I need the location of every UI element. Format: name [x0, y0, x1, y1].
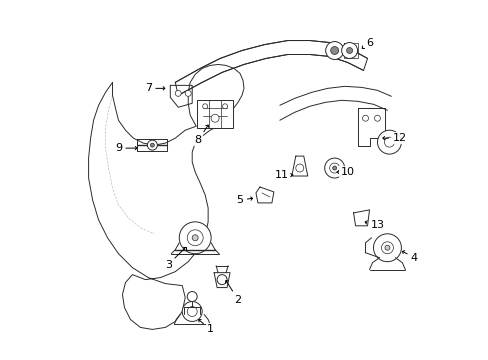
Text: 8: 8	[194, 125, 208, 145]
Circle shape	[373, 234, 401, 262]
Polygon shape	[357, 108, 385, 146]
Text: 11: 11	[274, 170, 292, 180]
Circle shape	[222, 104, 227, 109]
Circle shape	[147, 140, 157, 150]
Text: 12: 12	[382, 133, 406, 143]
Text: 5: 5	[236, 195, 252, 205]
Text: 9: 9	[115, 143, 137, 153]
Text: 13: 13	[365, 220, 384, 230]
Polygon shape	[291, 156, 307, 176]
Circle shape	[324, 158, 344, 178]
Circle shape	[384, 245, 389, 250]
Circle shape	[332, 166, 336, 170]
Circle shape	[182, 302, 202, 321]
Circle shape	[217, 275, 226, 285]
Circle shape	[192, 235, 198, 241]
Circle shape	[295, 164, 303, 172]
Circle shape	[202, 104, 207, 109]
Circle shape	[346, 48, 352, 54]
Circle shape	[377, 130, 401, 154]
Circle shape	[341, 42, 357, 58]
Polygon shape	[214, 273, 229, 288]
Circle shape	[211, 114, 219, 122]
Circle shape	[362, 115, 368, 121]
Bar	[197, 100, 233, 128]
Polygon shape	[175, 41, 367, 95]
Circle shape	[150, 143, 154, 147]
Circle shape	[187, 306, 197, 316]
Text: 7: 7	[144, 84, 164, 93]
Polygon shape	[170, 85, 192, 107]
Circle shape	[381, 242, 393, 254]
Circle shape	[330, 46, 338, 54]
Circle shape	[187, 292, 197, 302]
Polygon shape	[255, 187, 273, 203]
Circle shape	[374, 115, 380, 121]
Circle shape	[325, 41, 343, 59]
Circle shape	[329, 163, 339, 173]
Text: 10: 10	[336, 167, 354, 177]
Text: 3: 3	[164, 247, 185, 270]
Text: 6: 6	[362, 37, 372, 49]
Circle shape	[384, 137, 394, 147]
Text: 2: 2	[225, 280, 241, 305]
Polygon shape	[353, 210, 369, 226]
Circle shape	[185, 90, 191, 96]
Circle shape	[175, 90, 181, 96]
Circle shape	[187, 230, 203, 246]
Text: 1: 1	[199, 320, 213, 334]
Text: 4: 4	[402, 251, 417, 263]
Circle shape	[179, 222, 211, 254]
